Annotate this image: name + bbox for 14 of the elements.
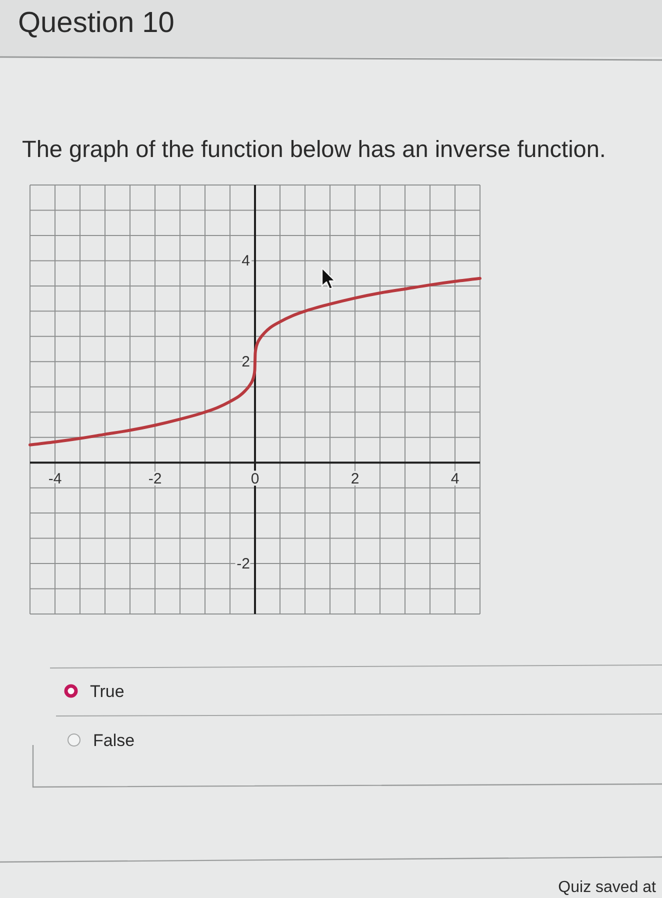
x-tick-label: -4 xyxy=(48,470,62,488)
text: Quiz saved at xyxy=(558,879,657,896)
y-tick-label: 4 xyxy=(242,252,250,270)
x-tick-label: 4 xyxy=(450,470,460,488)
text: True xyxy=(90,682,124,701)
chart-subtitle: The graph of the function below has an inverse function. xyxy=(22,136,606,162)
line-series xyxy=(28,276,482,446)
text: False xyxy=(93,731,135,750)
y-tick-label: 2 xyxy=(242,354,250,371)
x-tick-label: -2 xyxy=(148,470,162,488)
x-tick-label: 2 xyxy=(350,470,360,488)
y-tick-label: -2 xyxy=(236,556,250,573)
chart-title: Question 10 xyxy=(18,7,174,39)
x-tick-label: 0 xyxy=(250,470,260,488)
